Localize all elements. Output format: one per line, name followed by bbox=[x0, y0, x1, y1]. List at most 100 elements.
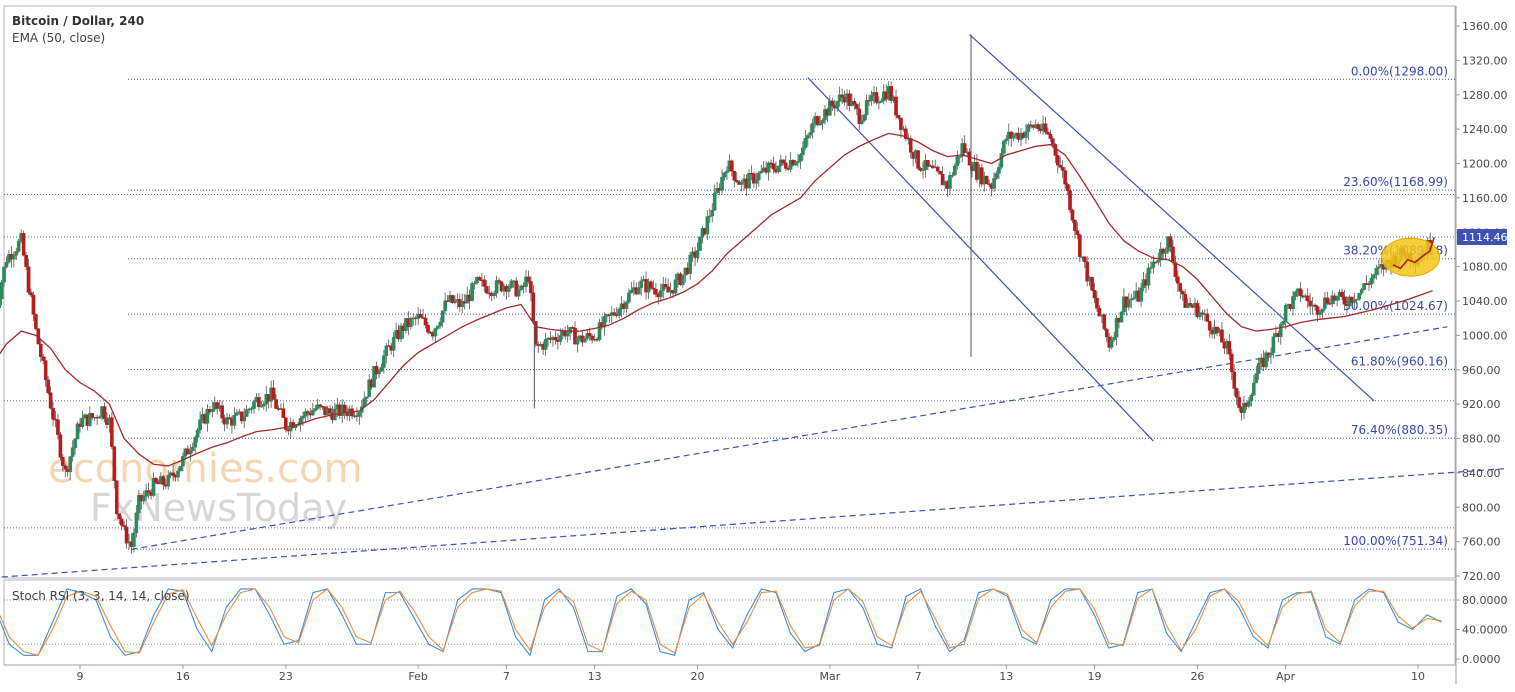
candle-down bbox=[1173, 262, 1178, 277]
candle-up bbox=[472, 282, 477, 285]
candle-up bbox=[597, 322, 602, 341]
candle-up bbox=[1278, 324, 1283, 337]
candle-down bbox=[732, 170, 737, 181]
highlight-price-line bbox=[1392, 237, 1435, 270]
candle-up bbox=[1269, 352, 1273, 356]
candle-down bbox=[450, 295, 455, 303]
candle-down bbox=[526, 276, 531, 282]
candle-down bbox=[1060, 166, 1065, 171]
candle-up bbox=[1318, 312, 1322, 315]
candle-up bbox=[681, 274, 685, 285]
candle-up bbox=[399, 325, 403, 340]
candle-up bbox=[188, 450, 193, 455]
candle-down bbox=[21, 233, 26, 256]
candle-down bbox=[56, 419, 60, 435]
candle-up bbox=[766, 162, 771, 173]
candle-up bbox=[568, 327, 572, 334]
candle-up bbox=[68, 456, 72, 473]
candle-down bbox=[908, 138, 913, 153]
candle-up bbox=[232, 415, 237, 426]
candle-up bbox=[705, 216, 710, 235]
candle-up bbox=[524, 276, 528, 287]
candle-up bbox=[1146, 267, 1151, 286]
candle-up bbox=[367, 379, 371, 398]
candle-up bbox=[877, 102, 881, 104]
candle-down bbox=[1308, 300, 1312, 307]
candle-down bbox=[1075, 230, 1080, 235]
candle-up bbox=[1352, 299, 1357, 303]
candle-down bbox=[1102, 314, 1107, 330]
candle-up bbox=[259, 405, 264, 408]
candle-up bbox=[166, 474, 171, 487]
candle-up bbox=[311, 410, 315, 416]
candle-down bbox=[426, 324, 430, 333]
candle-up bbox=[712, 192, 717, 211]
candle-up bbox=[921, 169, 925, 171]
y-tick-label: 720.00 bbox=[1462, 570, 1501, 583]
candle-up bbox=[1139, 287, 1143, 302]
candle-up bbox=[948, 175, 952, 189]
watermark-line1: economies.com bbox=[48, 446, 363, 492]
candle-down bbox=[663, 284, 668, 288]
candle-up bbox=[1149, 267, 1153, 269]
candle-up bbox=[357, 412, 362, 417]
candle-up bbox=[801, 147, 805, 155]
candle-down bbox=[529, 281, 533, 294]
fib-level-label: 76.40%(880.35) bbox=[1351, 423, 1448, 437]
candle-down bbox=[1176, 276, 1180, 284]
candle-up bbox=[1354, 299, 1359, 301]
fib-level-label: 50.00%(1024.67) bbox=[1343, 299, 1448, 313]
candle-down bbox=[227, 417, 232, 420]
candle-down bbox=[531, 292, 536, 322]
candle-up bbox=[602, 316, 607, 328]
candle-up bbox=[796, 160, 800, 163]
candle-up bbox=[4, 261, 9, 268]
candle-down bbox=[1305, 295, 1310, 302]
candle-up bbox=[953, 165, 957, 176]
candle-up bbox=[1374, 267, 1379, 275]
candle-down bbox=[281, 408, 286, 418]
candle-down bbox=[1220, 329, 1224, 343]
stoch-rsi-label: Stoch RSI (3, 3, 14, 14, close) bbox=[12, 589, 190, 603]
candle-down bbox=[1009, 131, 1014, 139]
candle-up bbox=[558, 335, 563, 342]
candle-down bbox=[161, 476, 166, 485]
candle-up bbox=[820, 119, 825, 124]
candle-up bbox=[14, 251, 19, 256]
candle-up bbox=[73, 438, 77, 448]
candle-down bbox=[987, 183, 991, 185]
candle-down bbox=[1232, 371, 1237, 389]
candle-down bbox=[90, 413, 95, 419]
candle-down bbox=[102, 406, 107, 419]
candle-up bbox=[879, 100, 884, 103]
candle-down bbox=[477, 277, 482, 281]
x-tick-label: 16 bbox=[176, 670, 190, 683]
candle-up bbox=[1004, 138, 1009, 142]
y-tick-label: 840.00 bbox=[1462, 467, 1501, 480]
candle-down bbox=[1085, 261, 1089, 282]
candle-down bbox=[34, 314, 38, 329]
candle-up bbox=[869, 95, 874, 102]
candle-down bbox=[484, 286, 489, 294]
candle-up bbox=[16, 240, 21, 252]
candle-up bbox=[453, 300, 457, 303]
candle-up bbox=[837, 94, 842, 102]
candle-down bbox=[1342, 296, 1347, 305]
candle-down bbox=[61, 457, 65, 467]
candle-down bbox=[1073, 220, 1077, 231]
candle-up bbox=[862, 114, 866, 121]
ema-50-line bbox=[0, 132, 1433, 467]
candle-up bbox=[994, 173, 999, 179]
candle-up bbox=[244, 409, 249, 417]
candle-down bbox=[1178, 283, 1183, 292]
channel-line bbox=[969, 34, 1375, 402]
indicator-label: EMA (50, close) bbox=[12, 31, 106, 45]
candle-up bbox=[88, 413, 92, 426]
candle-up bbox=[818, 122, 822, 126]
candle-up bbox=[1320, 308, 1325, 313]
candle-up bbox=[624, 301, 629, 309]
y-tick-label: 1200.00 bbox=[1462, 158, 1508, 171]
candle-down bbox=[1234, 388, 1239, 398]
x-tick-label: 7 bbox=[915, 670, 922, 683]
